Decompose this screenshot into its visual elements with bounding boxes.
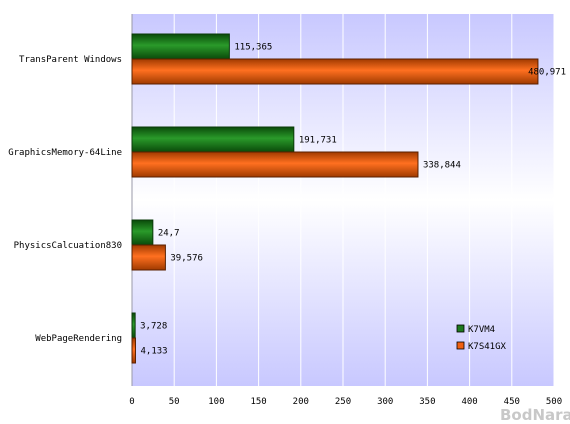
bar-3-0 xyxy=(131,312,136,339)
category-label-1: GraphicsMemory-64Line xyxy=(8,148,122,158)
bars-group xyxy=(131,33,539,364)
x-tick-label-0: 0 xyxy=(129,397,134,407)
bar-2-0 xyxy=(131,219,154,246)
x-tick-label-7: 350 xyxy=(419,397,435,407)
bar-2-1 xyxy=(131,244,166,271)
bar-1-0 xyxy=(131,126,295,153)
value-label-3-0: 3,728 xyxy=(140,322,167,332)
value-label-1-0: 191,731 xyxy=(299,136,337,146)
watermark-text: BodNara xyxy=(500,406,570,424)
x-tick-label-4: 200 xyxy=(293,397,309,407)
x-tick-label-10: 500 xyxy=(546,397,562,407)
value-label-3-1: 4,133 xyxy=(140,347,167,357)
x-tick-label-9: 450 xyxy=(504,397,520,407)
value-label-2-1: 39,576 xyxy=(170,254,203,264)
legend-label-0: K7VM4 xyxy=(468,325,495,335)
value-label-0-1: 480,971 xyxy=(528,68,566,78)
x-tick-label-8: 400 xyxy=(461,397,477,407)
bar-3-1 xyxy=(131,337,136,364)
x-tick-label-2: 100 xyxy=(208,397,224,407)
bar-1-1 xyxy=(131,151,419,178)
legend-swatch-1 xyxy=(456,341,465,350)
value-label-1-1: 338,844 xyxy=(423,161,461,171)
bar-0-1 xyxy=(131,58,539,85)
category-labels: TransParent Windows GraphicsMemory-64Line… xyxy=(8,55,122,344)
x-tick-labels: 0 50 100 150 200 250 300 350 400 450 500 xyxy=(129,397,562,407)
category-label-0: TransParent Windows xyxy=(19,55,122,65)
x-tick-label-1: 50 xyxy=(169,397,180,407)
value-label-0-0: 115,365 xyxy=(234,43,272,53)
x-tick-label-5: 250 xyxy=(335,397,351,407)
legend-label-1: K7S41GX xyxy=(468,342,507,352)
value-label-2-0: 24,7 xyxy=(158,229,180,239)
category-label-3: WebPageRendering xyxy=(35,334,122,344)
legend-swatch-0 xyxy=(456,324,465,333)
x-tick-label-6: 300 xyxy=(377,397,393,407)
bar-0-0 xyxy=(131,33,230,60)
category-label-2: PhysicsCalcuation830 xyxy=(14,241,122,251)
value-labels: 115,365 480,971 191,731 338,844 24,7 39,576 3,… xyxy=(140,43,566,357)
legend: K7VM4 K7S41GX xyxy=(456,324,507,352)
x-tick-label-3: 150 xyxy=(250,397,266,407)
